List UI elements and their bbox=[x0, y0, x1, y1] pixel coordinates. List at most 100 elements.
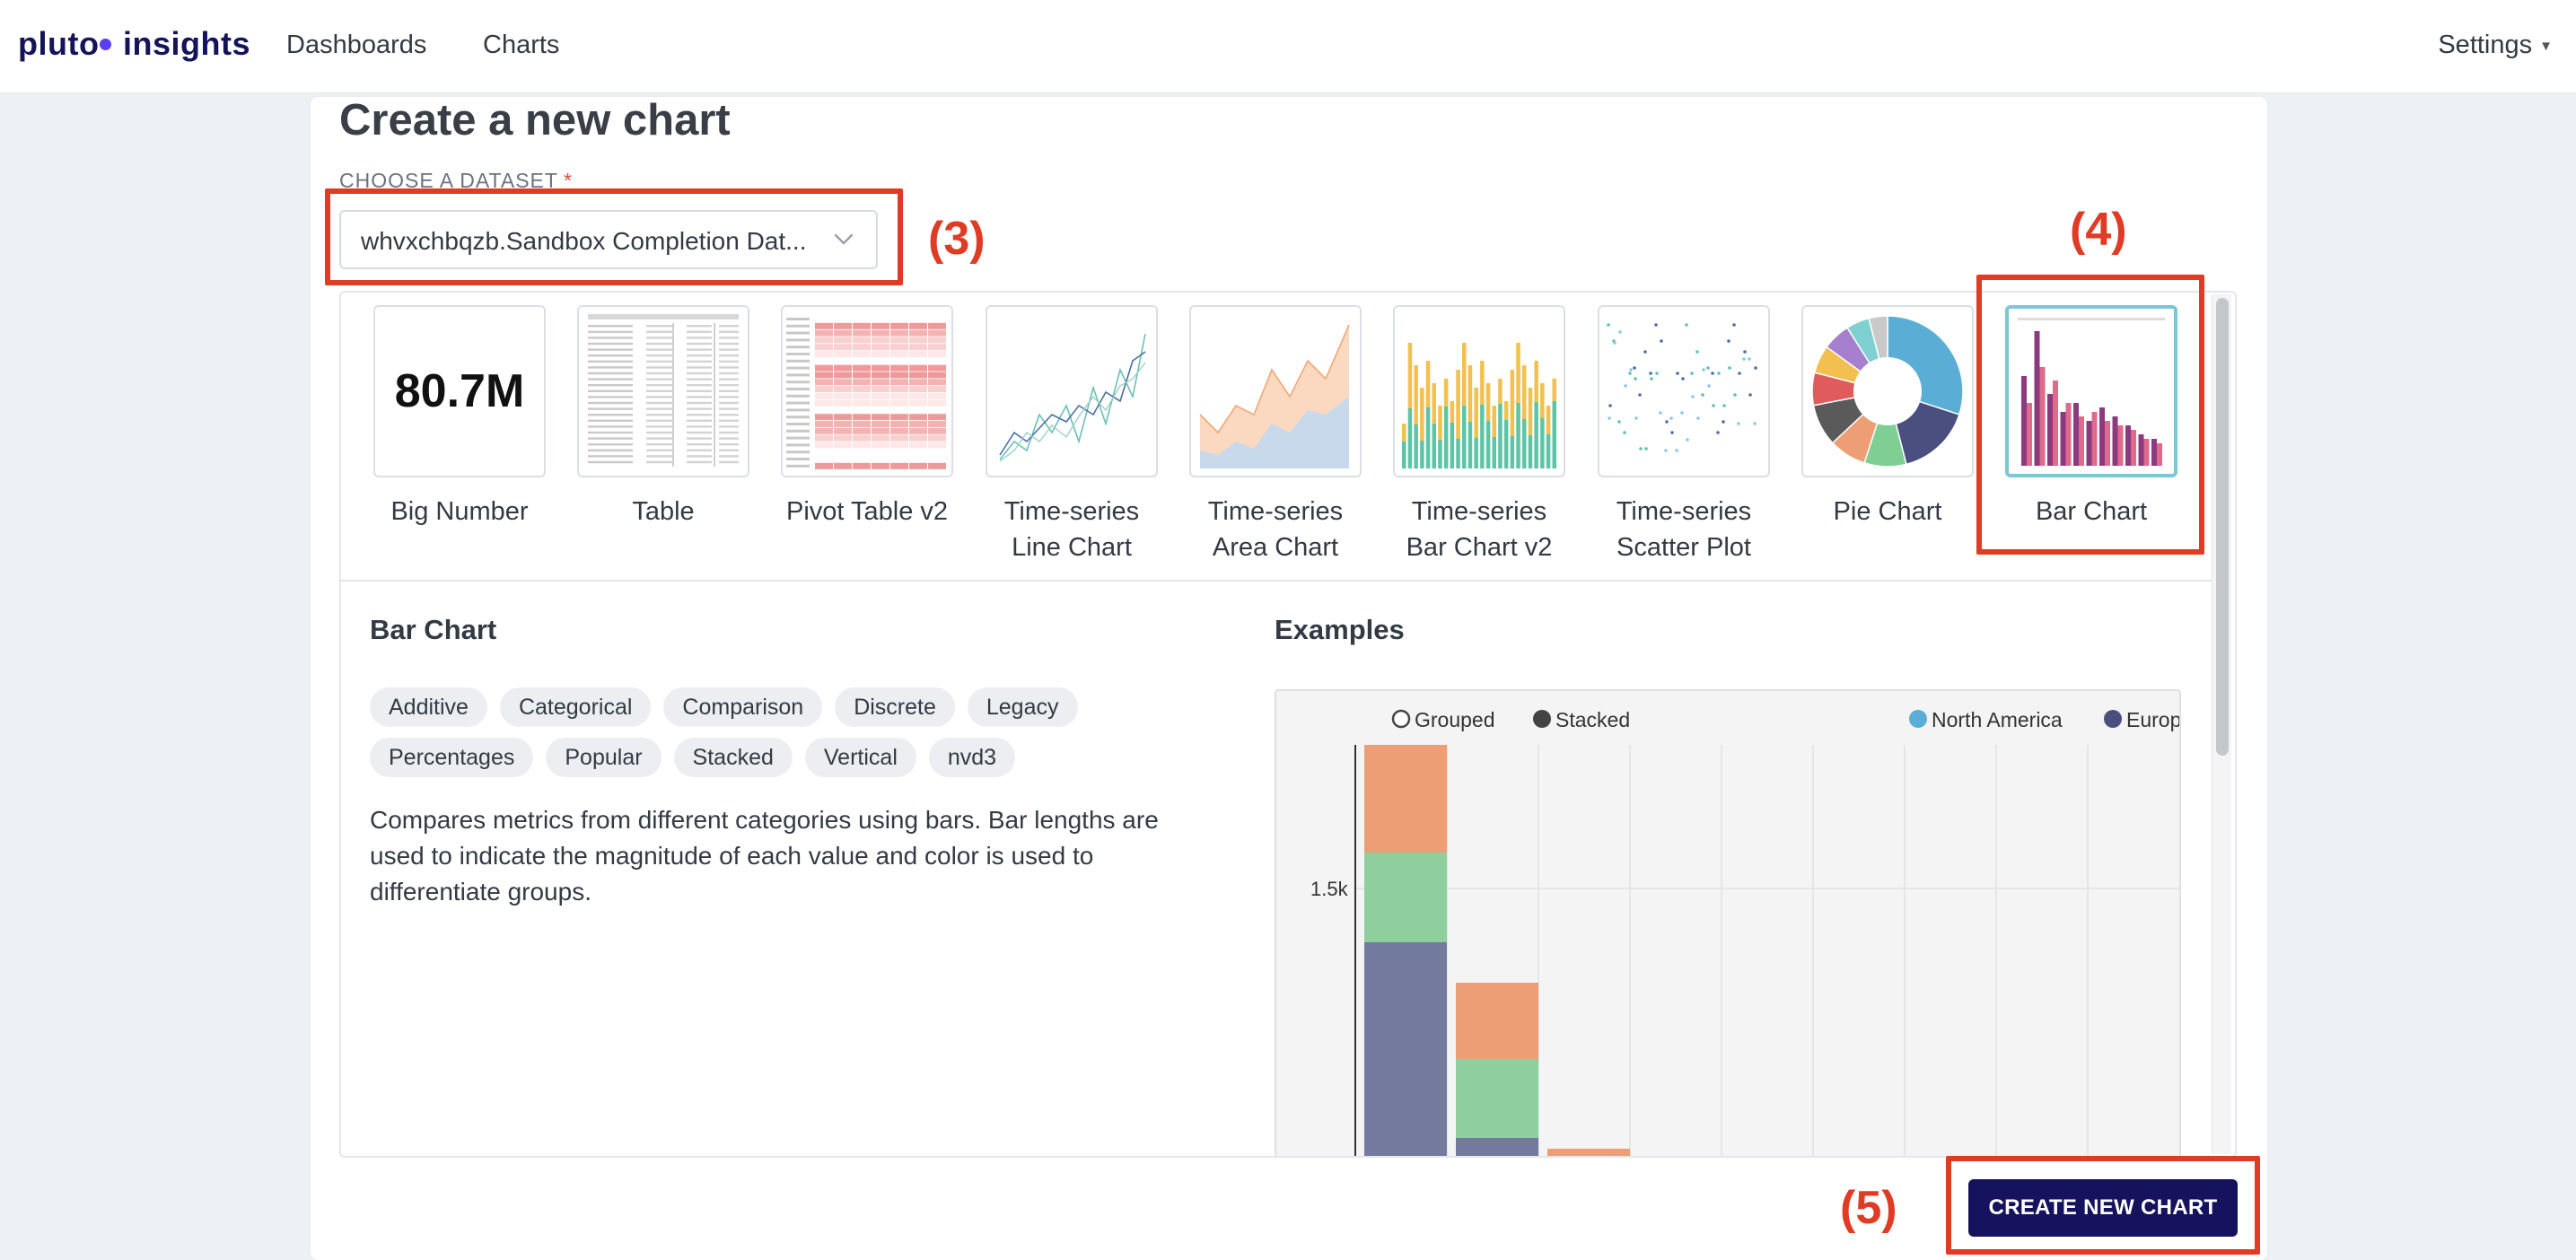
thumbnail-mark bbox=[1462, 343, 1467, 406]
viz-tag[interactable]: Discrete bbox=[835, 687, 955, 727]
ts-bar-chart-thumbnail-icon bbox=[1402, 343, 1556, 468]
thumbnail-mark bbox=[786, 423, 810, 425]
viz-tag[interactable]: Popular bbox=[546, 738, 662, 777]
thumbnail-mark bbox=[890, 449, 908, 456]
thumbnail-mark bbox=[834, 322, 852, 329]
viz-tag[interactable]: Categorical bbox=[499, 687, 652, 727]
example-bar-segment bbox=[1364, 853, 1447, 942]
viz-tag[interactable]: Comparison bbox=[663, 687, 823, 727]
thumbnail-mark bbox=[646, 431, 673, 434]
viz-label-line2: Scatter Plot bbox=[1617, 533, 1751, 562]
viz-label-ts-bar-chart: Time-series Bar Chart v2 bbox=[1393, 494, 1565, 565]
thumbnail-mark bbox=[786, 338, 810, 342]
thumbnail-mark bbox=[909, 372, 927, 379]
thumbnail-mark bbox=[719, 354, 739, 357]
thumbnail-mark bbox=[909, 357, 927, 364]
thumbnail-mark bbox=[2065, 403, 2072, 466]
viz-card-big-number[interactable]: 80.7M Big Number bbox=[373, 305, 546, 529]
thumbnail-mark bbox=[786, 401, 810, 405]
viz-card-time-series-line-chart[interactable]: Time-series Line Chart bbox=[986, 305, 1158, 565]
thumbnail-mark bbox=[1727, 339, 1730, 343]
thumbnail-mark bbox=[2039, 367, 2046, 466]
thumbnail-mark bbox=[2105, 421, 2110, 466]
viz-card-table[interactable]: Table bbox=[577, 305, 749, 529]
area-chart-thumbnail-icon bbox=[1199, 324, 1350, 468]
thumbnail-mark bbox=[1485, 421, 1491, 468]
viz-tag[interactable]: Legacy bbox=[967, 687, 1078, 727]
scrollbar-thumb[interactable] bbox=[2216, 298, 2229, 756]
thumbnail-mark bbox=[588, 348, 633, 351]
viz-card-time-series-area-chart[interactable]: Time-series Area Chart bbox=[1189, 305, 1362, 565]
viz-panel-scrollbar[interactable] bbox=[2212, 294, 2231, 1154]
viz-thumb-big-number: 80.7M bbox=[373, 305, 546, 477]
thumbnail-mark bbox=[687, 348, 712, 351]
thumbnail-mark bbox=[890, 322, 908, 329]
viz-card-time-series-scatter-plot[interactable]: Time-series Scatter Plot bbox=[1598, 305, 1770, 565]
thumbnail-mark bbox=[1659, 411, 1662, 415]
example-bar-segment bbox=[1547, 1149, 1630, 1156]
thumbnail-mark bbox=[646, 414, 673, 416]
brand-logo[interactable]: pluto insights bbox=[18, 25, 250, 63]
thumbnail-mark bbox=[646, 443, 673, 446]
thumbnail-mark bbox=[872, 337, 889, 344]
thumbnail-mark bbox=[1728, 366, 1731, 370]
thumbnail-mark bbox=[2131, 430, 2136, 466]
thumbnail-mark bbox=[1707, 384, 1711, 388]
thumbnail-mark bbox=[1534, 361, 1538, 402]
thumbnail-mark bbox=[2099, 407, 2105, 466]
dataset-select[interactable]: whvxchbqzb.Sandbox Completion Dat... bbox=[339, 210, 878, 269]
thumbnail-mark bbox=[834, 357, 852, 364]
thumbnail-mark bbox=[1722, 404, 1726, 407]
thumbnail-mark bbox=[719, 342, 739, 346]
thumbnail-mark bbox=[2021, 376, 2027, 466]
thumbnail-mark bbox=[1660, 339, 1663, 343]
thumbnail-mark bbox=[815, 434, 833, 442]
thumbnail-mark bbox=[928, 462, 946, 469]
viz-card-pivot-table-v2[interactable]: Pivot Table v2 bbox=[781, 305, 953, 529]
thumbnail-mark bbox=[872, 407, 889, 414]
thumbnail-mark bbox=[1468, 422, 1473, 468]
thumbnail-mark bbox=[786, 458, 810, 460]
thumbnail-mark bbox=[909, 392, 927, 399]
thumbnail-mark bbox=[834, 462, 852, 469]
thumbnail-mark bbox=[719, 419, 739, 422]
settings-menu[interactable]: Settings ▼ bbox=[2438, 31, 2553, 60]
create-new-chart-button[interactable]: CREATE NEW CHART bbox=[1968, 1179, 2238, 1237]
thumbnail-mark bbox=[1690, 372, 1694, 375]
nav-link-dashboards[interactable]: Dashboards bbox=[286, 31, 427, 59]
thumbnail-mark bbox=[834, 364, 852, 372]
thumbnail-mark bbox=[1540, 418, 1545, 468]
thumbnail-mark bbox=[928, 399, 946, 407]
thumbnail-mark bbox=[1654, 323, 1658, 327]
thumbnail-mark bbox=[928, 386, 946, 392]
viz-card-pie-chart[interactable]: Pie Chart bbox=[1801, 305, 1974, 529]
thumbnail-mark bbox=[1737, 422, 1740, 425]
viz-card-bar-chart[interactable]: Bar Chart bbox=[2005, 305, 2177, 529]
nav-link-charts[interactable]: Charts bbox=[483, 31, 560, 59]
thumbnail-mark bbox=[928, 407, 946, 414]
viz-tag[interactable]: Vertical bbox=[804, 738, 916, 777]
example-bar-segment bbox=[1364, 942, 1447, 1156]
thumbnail-mark bbox=[1702, 368, 1705, 372]
thumbnail-mark bbox=[1425, 361, 1431, 407]
stacked-radio-icon bbox=[1533, 710, 1551, 728]
thumbnail-mark bbox=[815, 449, 833, 456]
thumbnail-mark bbox=[714, 323, 715, 467]
thumbnail-mark bbox=[687, 414, 712, 416]
legend-dot-north-america bbox=[1909, 710, 1927, 728]
thumbnail-mark bbox=[646, 360, 673, 363]
viz-card-time-series-bar-chart-v2[interactable]: Time-series Bar Chart v2 bbox=[1393, 305, 1565, 565]
thumbnail-mark bbox=[834, 344, 852, 351]
viz-tag[interactable]: nvd3 bbox=[928, 738, 1016, 777]
thumbnail-mark bbox=[2157, 443, 2162, 466]
thumbnail-mark bbox=[909, 322, 927, 329]
thumbnail-mark bbox=[646, 437, 673, 440]
thumbnail-mark bbox=[1608, 416, 1611, 420]
viz-tag[interactable]: Additive bbox=[370, 687, 487, 727]
thumbnail-mark bbox=[588, 360, 633, 363]
thumbnail-mark bbox=[1629, 368, 1633, 372]
thumbnail-mark bbox=[890, 442, 908, 449]
thumbnail-mark bbox=[853, 449, 871, 456]
viz-tag[interactable]: Percentages bbox=[370, 738, 534, 777]
viz-tag[interactable]: Stacked bbox=[673, 738, 793, 777]
